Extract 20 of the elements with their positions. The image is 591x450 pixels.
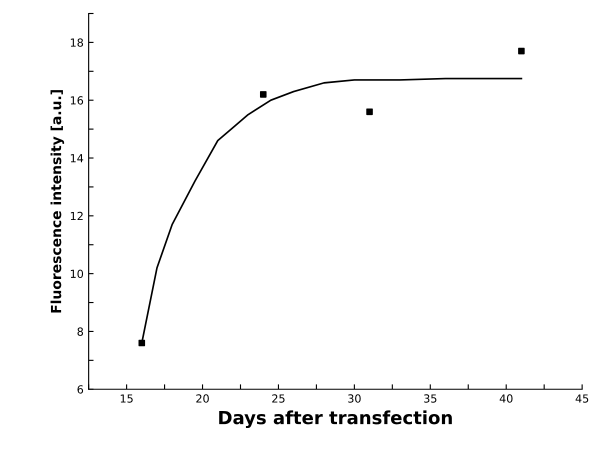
point (366, 108, 373, 116)
x-tick-label: 40 (500, 394, 513, 403)
y-tick-label: 18 (70, 38, 84, 47)
y-tick-label: 6 (77, 385, 84, 394)
x-tick-label: 20 (196, 394, 209, 403)
y-axis-title: Fluorescence intensity [a.u.] (50, 90, 64, 313)
x-tick-label: 25 (272, 394, 285, 403)
y-tick-label: 10 (70, 270, 84, 278)
y-tick-label: 16 (70, 96, 84, 105)
y-tick-label: 14 (70, 154, 84, 162)
x-tick-label: 30 (348, 394, 361, 403)
point (518, 48, 525, 54)
point (138, 340, 146, 346)
y-tick-label: 8 (77, 327, 84, 336)
x-tick-label: 45 (576, 394, 588, 403)
y-tick-label: 12 (70, 212, 83, 220)
x-axis-title: Days after transfection (219, 410, 452, 428)
point (260, 91, 267, 98)
x-tick-label: 35 (424, 394, 436, 403)
x-tick-label: 15 (120, 394, 133, 403)
